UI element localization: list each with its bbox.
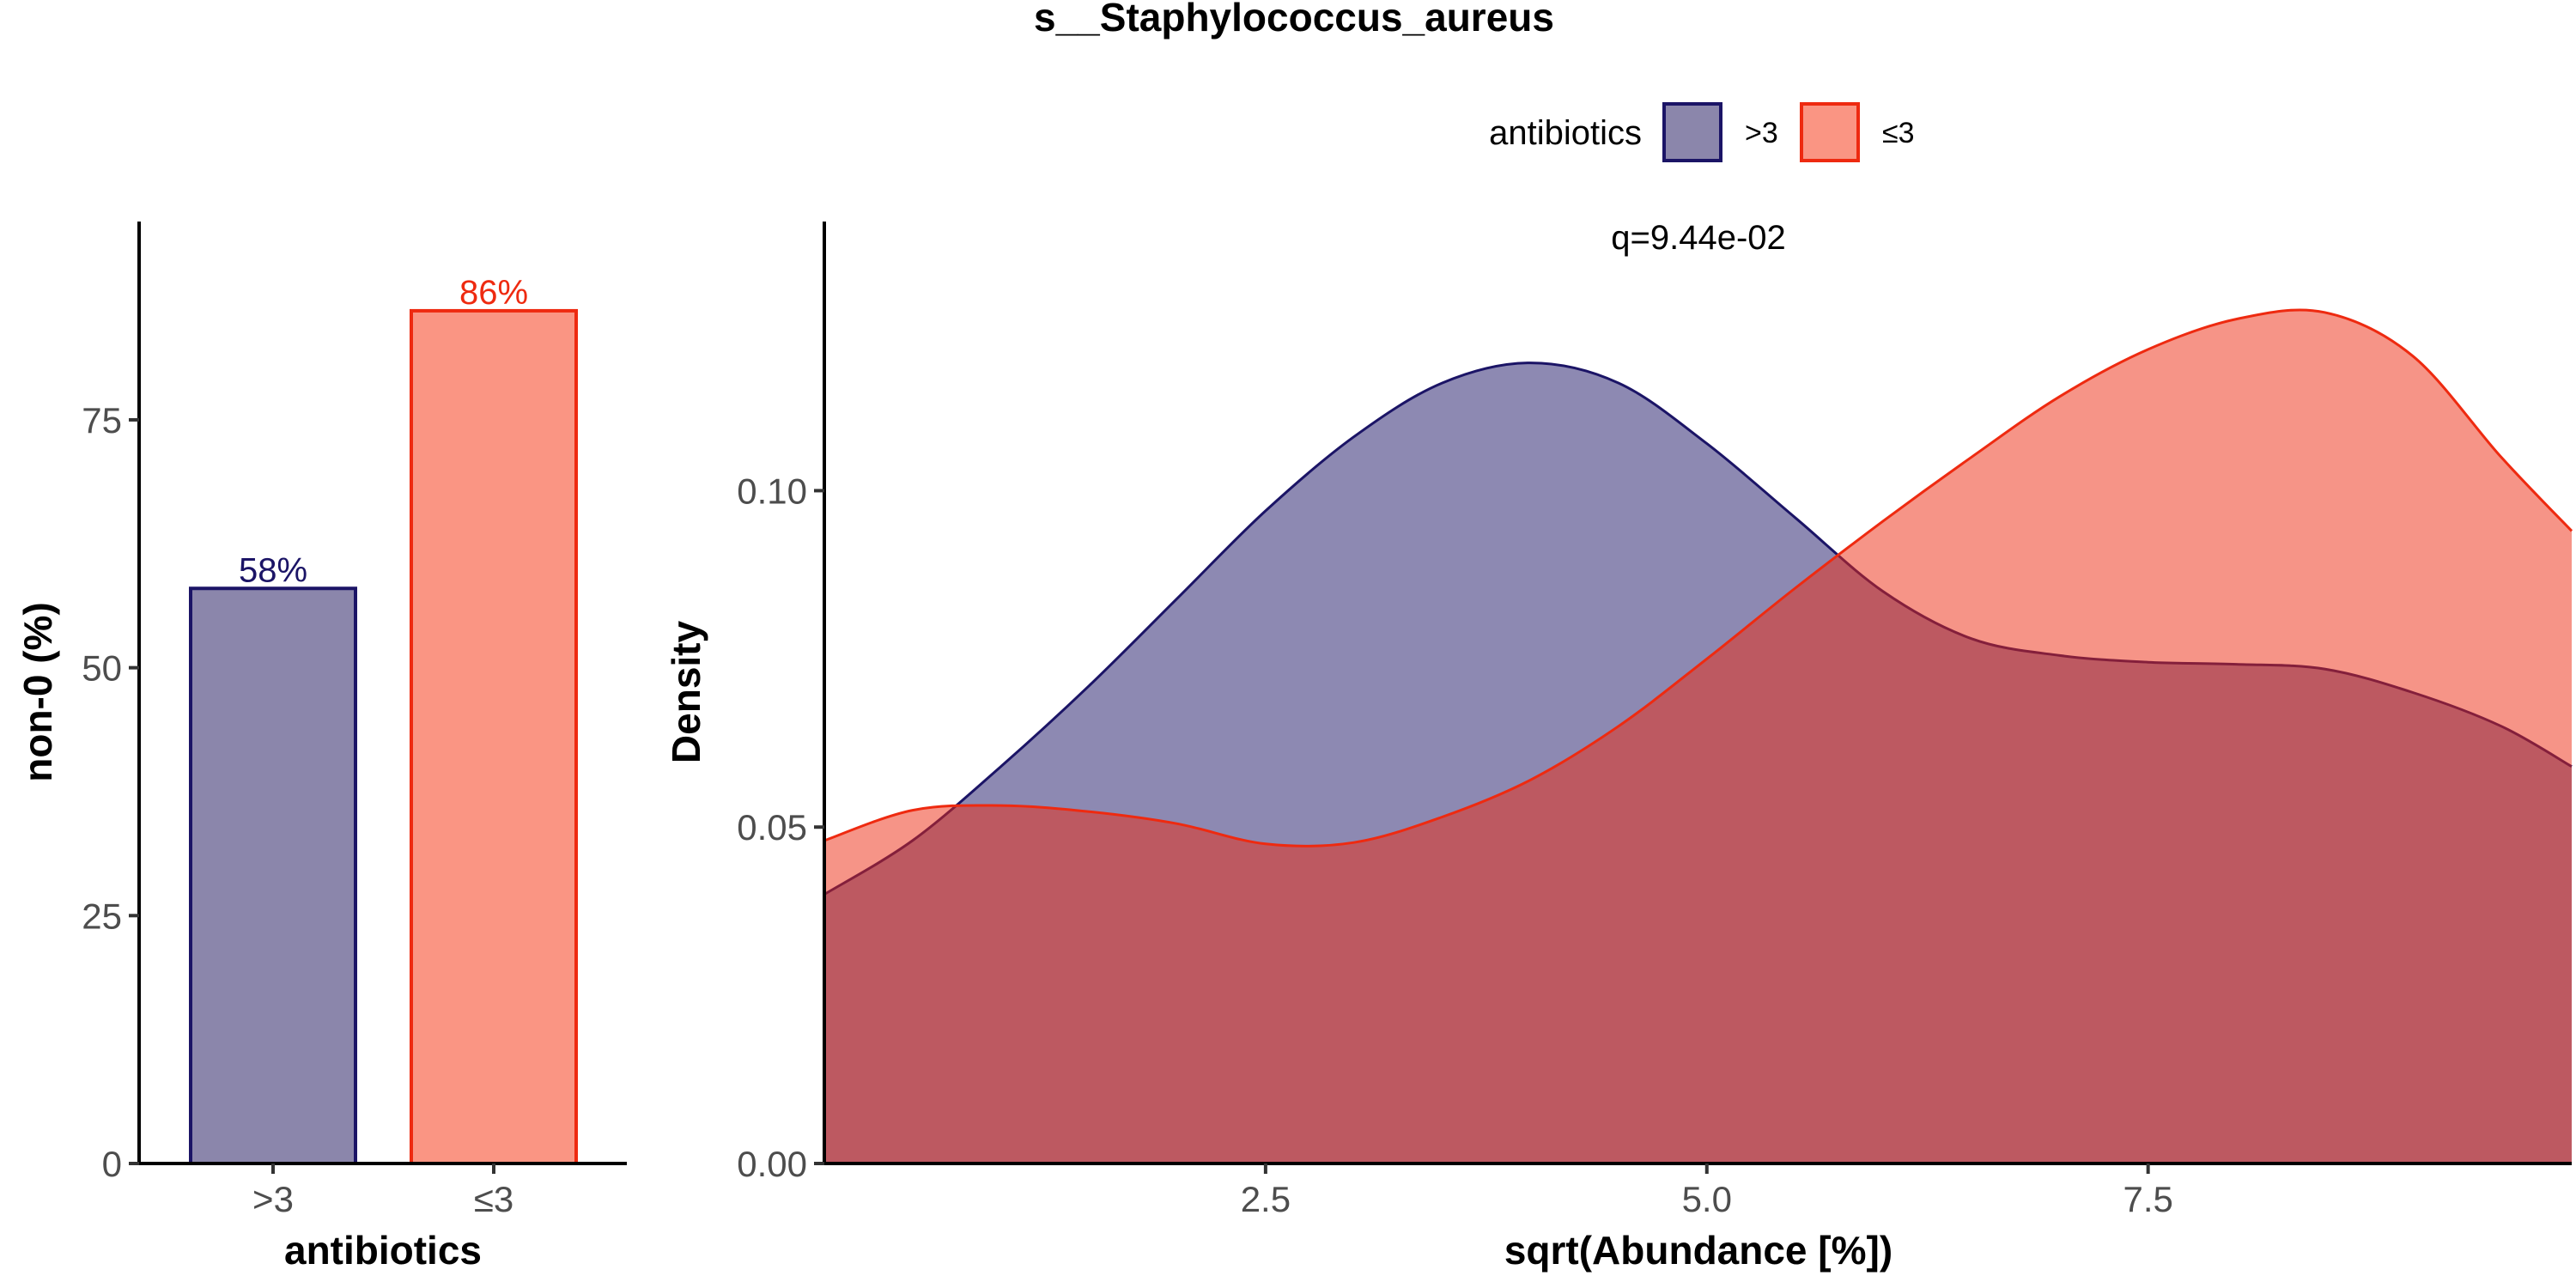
density-y-tick-label-1: 0.05	[737, 807, 807, 848]
bar-x-axis-title: antibiotics	[284, 1228, 482, 1273]
legend-label-gt3: >3	[1745, 117, 1778, 149]
bar-y-tick-label-3: 75	[82, 400, 122, 440]
density-x-tick-label-0: 2.5	[1241, 1179, 1291, 1219]
bar-axes: >3 ≤3 0 25 50 75	[82, 400, 513, 1219]
legend: antibiotics >3 ≤3	[1489, 102, 1915, 162]
density-axes: 2.5 5.0 7.5 0.00 0.05 0.10	[737, 471, 2173, 1219]
density-y-axis-title: Density	[664, 621, 708, 764]
q-value-annotation: q=9.44e-02	[1611, 219, 1786, 257]
density-y-tick-label-2: 0.10	[737, 471, 807, 511]
density-y-tick-label-0: 0.00	[737, 1144, 807, 1184]
bar-marks: 58% 86%	[189, 274, 578, 1165]
bar-1	[410, 308, 578, 1165]
bar-0	[189, 586, 357, 1165]
density-area-1	[824, 309, 2572, 1163]
bar-y-tick-label-0: 0	[102, 1144, 122, 1184]
density-line-1	[823, 308, 2573, 848]
bar-y-tick-label-1: 25	[82, 896, 122, 936]
figure-title: s__Staphylococcus_aureus	[1034, 0, 1554, 39]
density-marks	[823, 308, 2573, 1164]
bar-panel: 58% 86% >3 ≤3 0 25 50 75 antibiotics non-0 (%)	[15, 222, 627, 1273]
legend-title: antibiotics	[1489, 114, 1642, 152]
density-x-tick-label-1: 5.0	[1682, 1179, 1732, 1219]
legend-label-le3: ≤3	[1882, 117, 1915, 149]
density-x-axis-title: sqrt(Abundance [%])	[1504, 1228, 1893, 1273]
bar-x-tick-label-1: ≤3	[474, 1179, 513, 1219]
bar-x-tick-label-0: >3	[252, 1179, 294, 1219]
legend-swatch-gt3	[1662, 102, 1722, 162]
bar-y-axis-title: non-0 (%)	[15, 602, 60, 782]
bar-data-label-1: 86%	[459, 274, 528, 312]
density-x-tick-label-2: 7.5	[2123, 1179, 2172, 1219]
legend-swatch-le3	[1800, 102, 1860, 162]
density-panel: 2.5 5.0 7.5 0.00 0.05 0.10 q=9.44e-02 sqrt(Ab…	[664, 219, 2573, 1273]
bar-y-tick-label-2: 50	[82, 648, 122, 689]
bar-data-label-0: 58%	[239, 551, 307, 589]
